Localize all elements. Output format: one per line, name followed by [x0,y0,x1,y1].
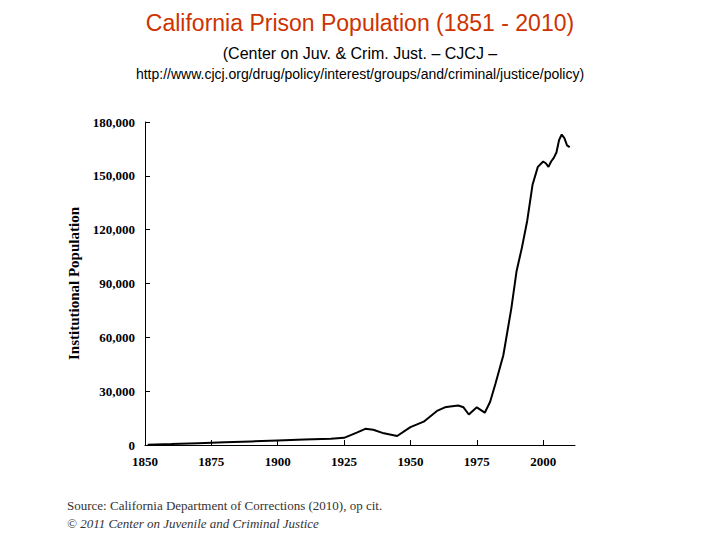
svg-text:180,000: 180,000 [93,115,135,130]
svg-text:150,000: 150,000 [93,168,135,183]
svg-text:60,000: 60,000 [99,330,135,345]
svg-text:30,000: 30,000 [99,384,135,399]
svg-text:1850: 1850 [132,454,158,469]
svg-text:© 2011 Center on Juvenile and: © 2011 Center on Juvenile and Criminal J… [67,516,319,531]
svg-text:2000: 2000 [530,454,556,469]
svg-text:http://www.cjcj.org/drug/polic: http://www.cjcj.org/drug/policy/interest… [136,66,584,82]
svg-text:1950: 1950 [397,454,423,469]
svg-text:1875: 1875 [198,454,225,469]
svg-text:0: 0 [129,438,136,453]
svg-text:Source: California Department: Source: California Department of Correct… [67,498,382,513]
svg-text:Institutional Population: Institutional Population [66,206,82,360]
svg-text:90,000: 90,000 [99,276,135,291]
svg-text:California Prison Population (: California Prison Population (1851 - 201… [146,10,574,36]
svg-text:1900: 1900 [265,454,291,469]
svg-text:1925: 1925 [331,454,358,469]
svg-text:1975: 1975 [464,454,491,469]
svg-text:120,000: 120,000 [93,222,135,237]
svg-text:(Center on Juv. & Crim. Just.: (Center on Juv. & Crim. Just. – CJCJ – [223,45,498,62]
